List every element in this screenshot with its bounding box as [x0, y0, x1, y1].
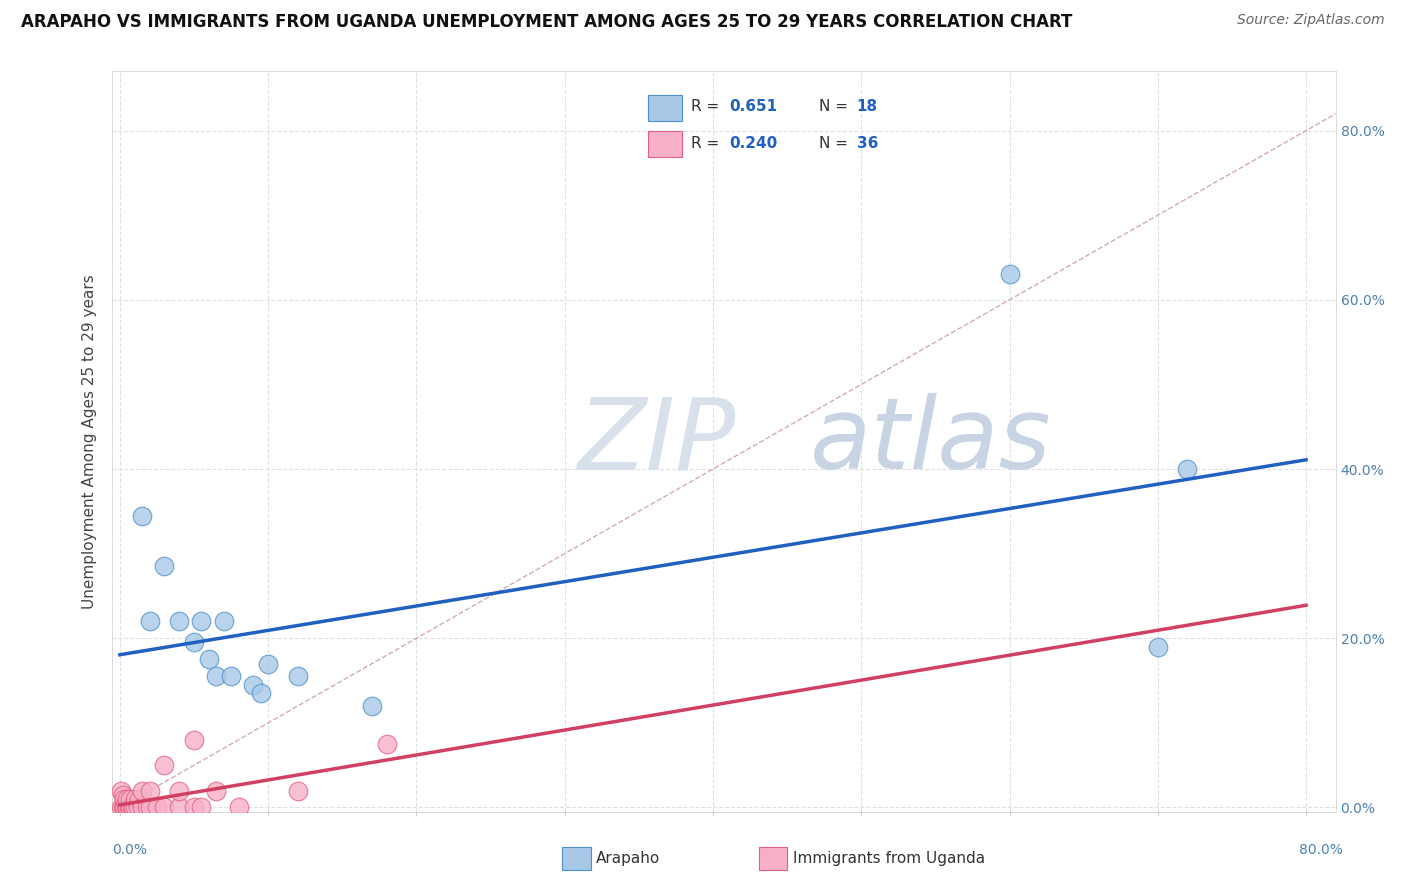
Text: 36: 36 — [856, 136, 879, 151]
Point — [190, 615, 212, 629]
Point — [1177, 462, 1199, 476]
Text: 0.240: 0.240 — [728, 136, 778, 151]
Text: 0.0%: 0.0% — [112, 843, 148, 857]
Point — [135, 800, 157, 814]
Point — [183, 635, 205, 649]
Point — [212, 615, 235, 629]
Point — [146, 800, 169, 814]
Point — [287, 783, 309, 797]
Point — [153, 800, 176, 814]
Point — [228, 800, 250, 814]
Point — [153, 758, 176, 772]
Point — [1146, 640, 1168, 654]
Text: R =: R = — [692, 99, 724, 114]
Text: ZIP: ZIP — [578, 393, 735, 490]
Point — [138, 783, 160, 797]
Point — [131, 783, 153, 797]
Point — [127, 800, 149, 814]
Point — [219, 669, 242, 683]
Point — [205, 783, 228, 797]
Y-axis label: Unemployment Among Ages 25 to 29 years: Unemployment Among Ages 25 to 29 years — [82, 274, 97, 609]
Text: Arapaho: Arapaho — [596, 851, 661, 865]
Point — [128, 792, 150, 806]
Point — [375, 737, 398, 751]
Point — [138, 615, 160, 629]
Point — [361, 698, 384, 713]
Point — [121, 800, 143, 814]
Text: Immigrants from Uganda: Immigrants from Uganda — [793, 851, 986, 865]
Point — [167, 615, 190, 629]
Point — [112, 800, 135, 814]
Point — [122, 800, 145, 814]
Point — [117, 792, 139, 806]
Bar — [648, 95, 682, 120]
Point — [111, 788, 134, 802]
Text: Source: ZipAtlas.com: Source: ZipAtlas.com — [1237, 13, 1385, 28]
Point — [183, 732, 205, 747]
Point — [131, 800, 153, 814]
Point — [114, 797, 136, 811]
Point — [131, 508, 153, 523]
Text: ARAPAHO VS IMMIGRANTS FROM UGANDA UNEMPLOYMENT AMONG AGES 25 TO 29 YEARS CORRELA: ARAPAHO VS IMMIGRANTS FROM UGANDA UNEMPL… — [21, 13, 1073, 31]
Text: 80.0%: 80.0% — [1299, 843, 1343, 857]
Point — [287, 669, 309, 683]
Point — [114, 800, 136, 814]
Point — [190, 800, 212, 814]
Point — [120, 800, 142, 814]
Point — [167, 800, 190, 814]
Point — [249, 686, 271, 700]
Bar — [648, 131, 682, 157]
Point — [998, 268, 1021, 282]
Point — [112, 792, 135, 806]
Text: 0.651: 0.651 — [728, 99, 778, 114]
Text: N =: N = — [820, 99, 853, 114]
Text: N =: N = — [820, 136, 853, 151]
Point — [124, 800, 146, 814]
Text: 18: 18 — [856, 99, 877, 114]
Point — [183, 800, 205, 814]
Text: atlas: atlas — [810, 393, 1052, 490]
Point — [138, 800, 160, 814]
Point — [205, 669, 228, 683]
Point — [120, 792, 142, 806]
Point — [117, 800, 139, 814]
Point — [110, 783, 132, 797]
Point — [124, 792, 146, 806]
Point — [110, 800, 132, 814]
Point — [198, 652, 221, 666]
Text: R =: R = — [692, 136, 724, 151]
Point — [118, 800, 141, 814]
Point — [153, 559, 176, 574]
Point — [111, 800, 134, 814]
Point — [167, 783, 190, 797]
Point — [257, 657, 280, 671]
Point — [242, 678, 264, 692]
